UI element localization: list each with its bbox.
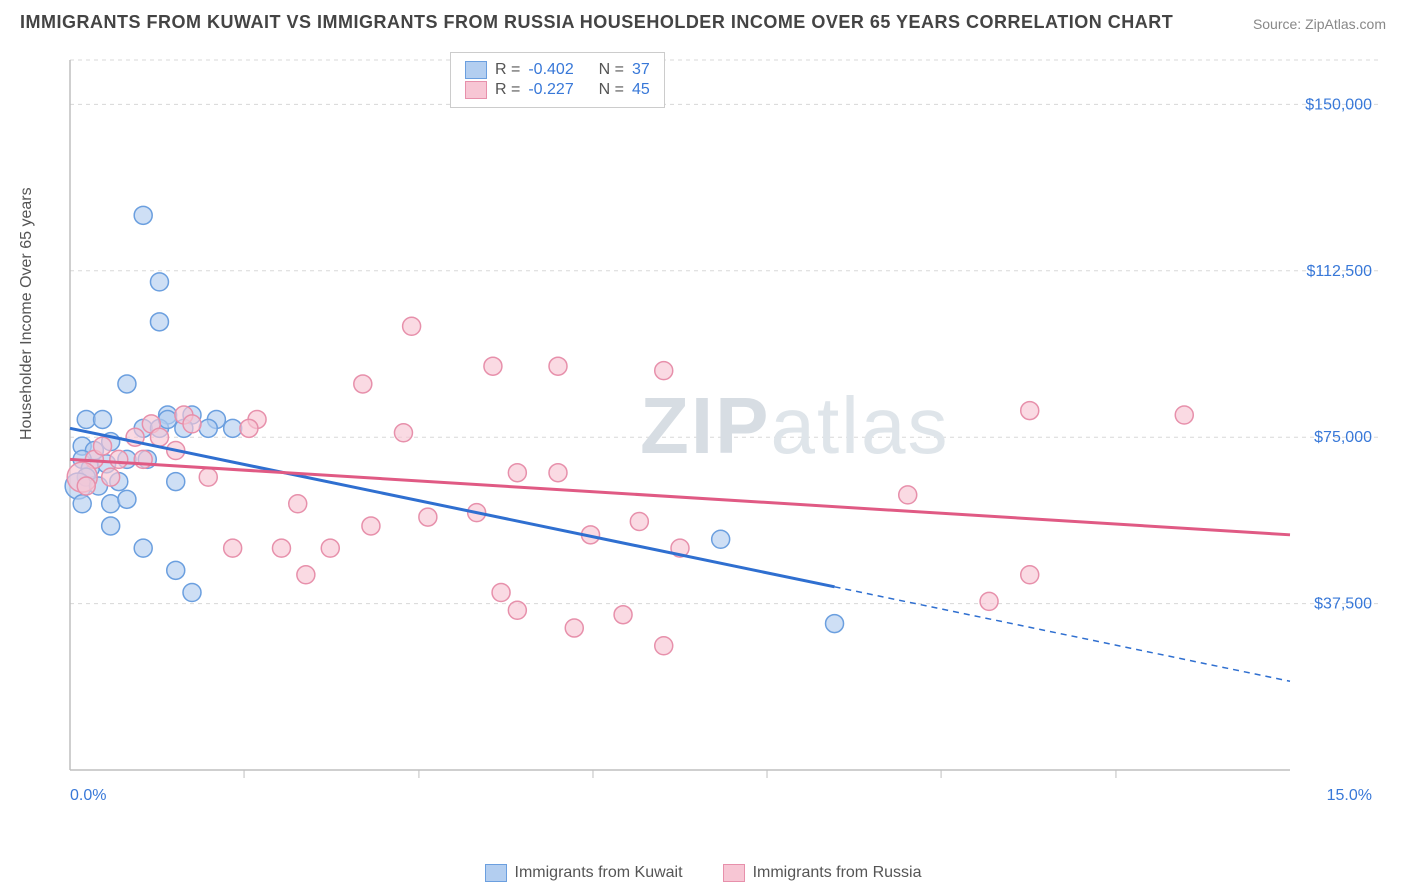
bottom-legend: Immigrants from Kuwait Immigrants from R… xyxy=(0,864,1406,882)
watermark-thin: atlas xyxy=(770,381,949,470)
r-label: R = xyxy=(495,81,520,99)
n-value-russia: 45 xyxy=(632,81,650,99)
swatch-russia xyxy=(465,81,487,99)
svg-text:0.0%: 0.0% xyxy=(70,787,106,804)
svg-text:15.0%: 15.0% xyxy=(1327,787,1372,804)
svg-text:$37,500: $37,500 xyxy=(1314,596,1372,613)
y-axis-label: Householder Income Over 65 years xyxy=(18,187,36,440)
legend-item-kuwait: Immigrants from Kuwait xyxy=(485,864,683,882)
chart-title: IMMIGRANTS FROM KUWAIT VS IMMIGRANTS FRO… xyxy=(20,12,1173,33)
correlation-stats-box: R = -0.402 N = 37 R = -0.227 N = 45 xyxy=(450,52,665,108)
watermark-bold: ZIP xyxy=(640,381,770,470)
stats-row-kuwait: R = -0.402 N = 37 xyxy=(465,61,650,79)
swatch-russia xyxy=(723,864,745,882)
svg-text:$112,500: $112,500 xyxy=(1306,263,1372,280)
legend-item-russia: Immigrants from Russia xyxy=(723,864,922,882)
swatch-kuwait xyxy=(465,61,487,79)
r-value-kuwait: -0.402 xyxy=(528,61,573,79)
svg-text:$150,000: $150,000 xyxy=(1305,96,1372,113)
n-label: N = xyxy=(599,81,624,99)
r-label: R = xyxy=(495,61,520,79)
swatch-kuwait xyxy=(485,864,507,882)
n-value-kuwait: 37 xyxy=(632,61,650,79)
svg-text:$75,000: $75,000 xyxy=(1314,429,1372,446)
legend-label: Immigrants from Kuwait xyxy=(515,864,683,882)
source-attribution: Source: ZipAtlas.com xyxy=(1253,16,1386,32)
n-label: N = xyxy=(599,61,624,79)
r-value-russia: -0.227 xyxy=(528,81,573,99)
stats-row-russia: R = -0.227 N = 45 xyxy=(465,81,650,99)
watermark: ZIPatlas xyxy=(640,380,949,472)
legend-label: Immigrants from Russia xyxy=(753,864,922,882)
